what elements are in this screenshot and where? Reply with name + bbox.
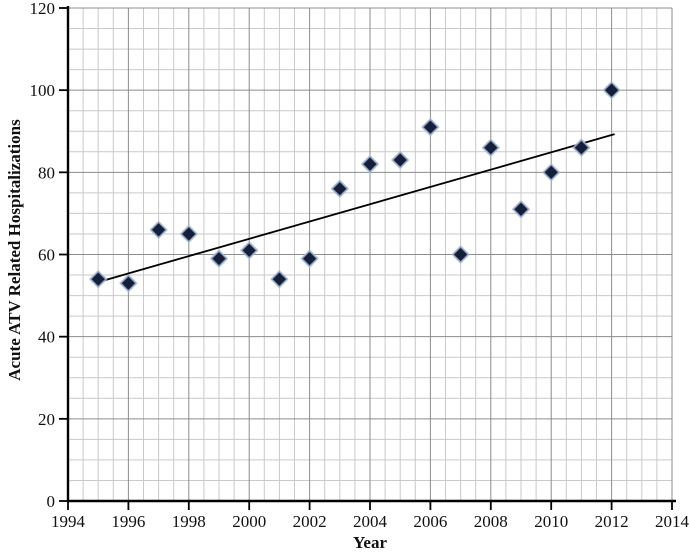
data-point [240, 241, 259, 260]
x-tick-label: 1996 [111, 512, 145, 531]
x-tick-label: 2006 [413, 512, 447, 531]
x-tick-label: 2014 [655, 512, 690, 531]
data-points-layer [89, 81, 621, 293]
data-point [361, 155, 379, 174]
major-gridlines [68, 7, 673, 501]
data-point [602, 81, 621, 100]
data-point [330, 179, 349, 198]
y-axis-title: Acute ATV Related Hospitalizations [5, 119, 24, 381]
data-point [391, 151, 410, 170]
data-point [512, 200, 530, 219]
y-tick-label: 60 [38, 246, 55, 265]
y-tick-label: 0 [47, 492, 56, 511]
y-tick-label: 20 [38, 410, 55, 429]
x-tick-label: 2010 [534, 512, 568, 531]
y-tick-label: 120 [30, 0, 56, 18]
data-point [210, 249, 228, 268]
tick-labels: 0 20 40 60 80 100 120 1994 1996 1998 2000 2002 2004 2… [30, 0, 690, 531]
data-point [572, 138, 591, 157]
data-point [451, 245, 470, 264]
data-point [179, 224, 198, 243]
x-tick-label: 1998 [172, 512, 206, 531]
data-point [149, 220, 168, 239]
data-point [542, 163, 561, 182]
x-tick-label: 2004 [353, 512, 388, 531]
y-tick-label: 100 [30, 81, 56, 100]
trend-line-layer [100, 133, 615, 283]
data-point [300, 249, 319, 268]
y-tick-label: 40 [38, 328, 55, 347]
data-point [270, 270, 289, 289]
x-axis-title: Year [353, 533, 387, 552]
y-tick-label: 80 [38, 163, 55, 182]
data-point [89, 270, 108, 289]
data-point [481, 138, 500, 157]
tick-marks [59, 7, 673, 510]
data-point [421, 118, 440, 137]
x-tick-label: 2012 [595, 512, 629, 531]
data-point [119, 274, 138, 293]
trend-line [100, 133, 615, 283]
x-tick-label: 2008 [474, 512, 508, 531]
x-tick-label: 2002 [293, 512, 327, 531]
x-tick-label: 1994 [51, 512, 86, 531]
x-tick-label: 2000 [232, 512, 266, 531]
